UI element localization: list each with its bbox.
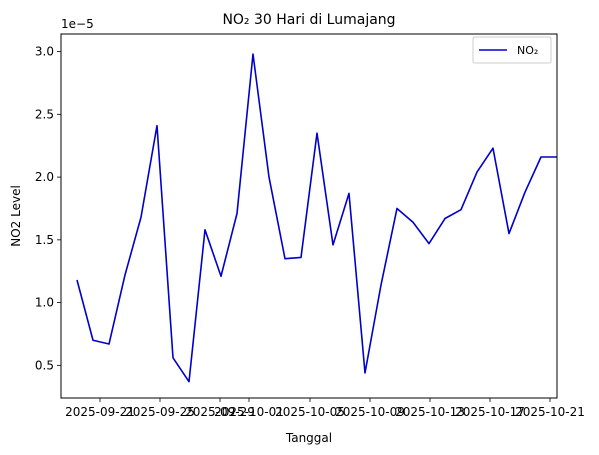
axes-frame: [60, 33, 558, 399]
legend-entry: NO₂: [517, 44, 538, 57]
y-tick-label: 3.0: [35, 45, 54, 59]
y-tick-label: 2.0: [35, 170, 54, 184]
x-tick-label: 2025-10-13: [395, 405, 465, 419]
chart-title: NO₂ 30 Hari di Lumajang: [222, 12, 395, 28]
x-tick-label: 2025-10-17: [455, 405, 525, 419]
x-tick-label: 2025-10-01: [214, 405, 284, 419]
plot-area: [76, 53, 557, 383]
y-axis: 0.5 1.0 1.5 2.0 2.5 3.0: [35, 45, 61, 372]
x-axis-label: Tanggal: [285, 431, 332, 445]
x-axis: 2025-09-212025-09-252025-09-292025-10-01…: [65, 398, 585, 419]
x-tick-label: 2025-10-21: [515, 405, 585, 419]
series-line-0: [76, 53, 557, 383]
legend-box: [472, 36, 552, 64]
y-tick-label: 2.5: [35, 107, 54, 121]
y-tick-label: 0.5: [35, 358, 54, 372]
y-tick-label: 1.5: [35, 233, 54, 247]
x-tick-label: 2025-09-25: [125, 405, 195, 419]
x-tick-label: 2025-09-21: [65, 405, 135, 419]
x-tick-label: 2025-10-05: [275, 405, 345, 419]
x-tick-label: 2025-09-29: [185, 405, 255, 419]
x-tick-label: 2025-10-09: [335, 405, 405, 419]
y-offset-label: 1e−5: [61, 17, 94, 31]
y-axis-label: NO2 Level: [9, 185, 23, 247]
y-tick-label: 1.0: [35, 296, 54, 310]
legend: NO₂: [472, 36, 552, 64]
